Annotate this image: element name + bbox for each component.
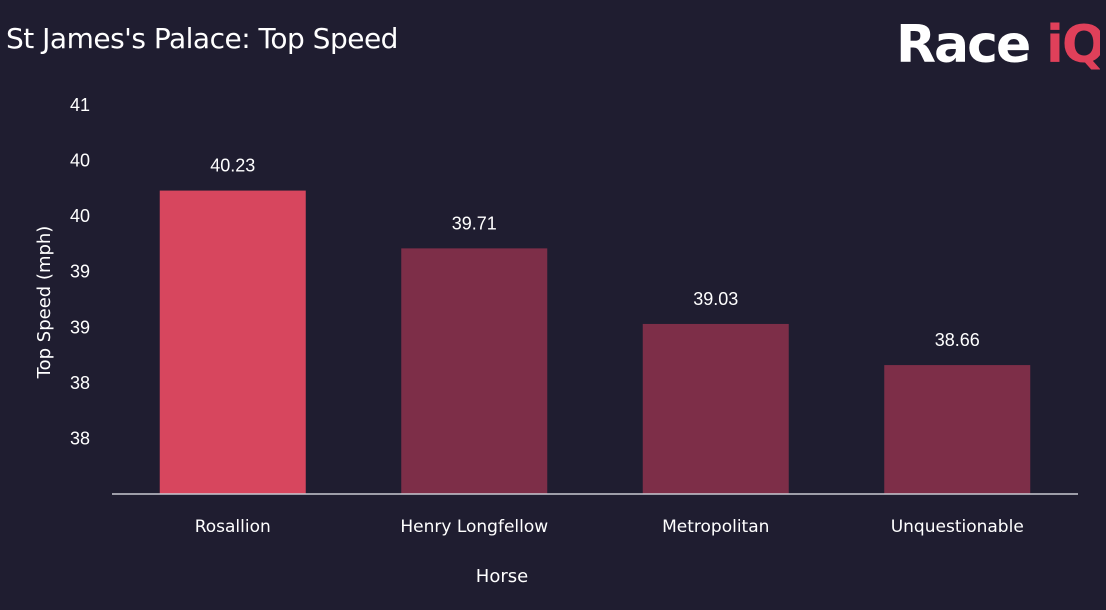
- data-label: 38.66: [935, 330, 980, 350]
- y-tick-label: 40: [70, 151, 90, 171]
- y-tick-label: 40: [70, 206, 90, 226]
- y-tick-label: 38: [70, 428, 90, 448]
- data-label: 39.71: [452, 213, 497, 233]
- bar: [159, 190, 306, 494]
- data-label: 40.23: [210, 156, 255, 176]
- bar: [401, 248, 548, 494]
- y-tick-label: 39: [70, 317, 90, 337]
- x-tick-label: Henry Longfellow: [400, 517, 548, 537]
- y-tick-label: 41: [70, 95, 90, 115]
- x-tick-label: Unquestionable: [891, 517, 1024, 537]
- x-tick-label: Metropolitan: [662, 517, 769, 537]
- y-axis-title: Top Speed (mph): [34, 226, 55, 380]
- y-tick-label: 39: [70, 262, 90, 282]
- logo-text-accent: iQ: [1046, 15, 1100, 74]
- data-label: 39.03: [693, 289, 738, 309]
- bar: [642, 323, 789, 494]
- raceiq-logo: Race iQ: [896, 15, 1100, 74]
- x-axis-title: Horse: [476, 566, 528, 587]
- bar: [884, 365, 1031, 494]
- x-tick-label: Rosallion: [195, 517, 271, 537]
- logo-text-main: Race: [896, 15, 1029, 74]
- chart-title: St James's Palace: Top Speed: [6, 22, 398, 55]
- y-tick-label: 38: [70, 373, 90, 393]
